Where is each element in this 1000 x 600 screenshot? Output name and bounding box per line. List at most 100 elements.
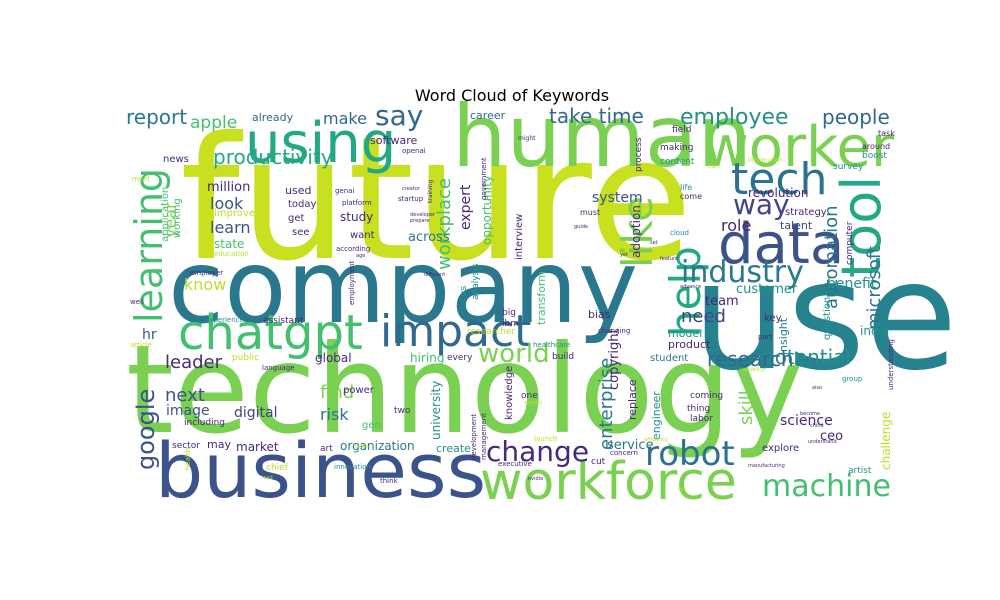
word-apple: apple — [190, 113, 237, 133]
word-computer: computer — [845, 221, 855, 265]
word-startup: startup — [398, 195, 424, 203]
word-train: train — [708, 164, 720, 170]
word-talent: talent — [780, 219, 813, 232]
word-workforce: workforce — [480, 452, 737, 512]
word-platform: platform — [342, 199, 372, 207]
word-assistant: assistant — [263, 316, 304, 326]
word-adoption: adoption — [629, 205, 643, 258]
word-challenge: challenge — [879, 412, 893, 470]
word-healthcare: healthcare — [533, 341, 570, 349]
word-product: product — [668, 338, 711, 351]
word-china: china — [810, 423, 824, 429]
word-power: power — [343, 385, 375, 396]
word-team: team — [705, 294, 739, 309]
word-one: one — [521, 391, 538, 401]
word-well: well — [130, 298, 144, 306]
word-every: every — [447, 353, 473, 363]
word-organization: organization — [340, 439, 415, 453]
word-hr: hr — [142, 327, 157, 343]
word-task: task — [878, 129, 895, 138]
word-art: art — [320, 444, 333, 454]
word-company: company — [168, 228, 638, 347]
word-copyright: copyright — [607, 328, 622, 390]
word-article: article — [130, 341, 152, 349]
word-group: group — [842, 375, 863, 383]
word-human: human — [452, 87, 752, 187]
word-digital: digital — [234, 405, 278, 421]
word-report: report — [126, 105, 187, 129]
word-expert: expert — [458, 184, 474, 230]
word-cloud: cloud — [670, 229, 689, 237]
word-chatgpt: chatgpt — [178, 305, 363, 361]
word-machine: machine — [762, 469, 891, 504]
word-today: today — [288, 199, 317, 210]
word-understand: understand — [808, 439, 837, 445]
word-yet: yet — [620, 252, 628, 258]
word-key: key — [764, 313, 782, 324]
word-help: help — [661, 246, 710, 337]
word-improve: improve — [214, 208, 255, 219]
word-worker: worker — [703, 115, 895, 180]
word-labor: labor — [690, 414, 713, 424]
word-woman: woman — [524, 400, 542, 406]
word-employment: employment — [348, 260, 356, 305]
word-million: million — [207, 180, 250, 195]
word-including: including — [184, 418, 225, 428]
word-knowledge: knowledge — [504, 366, 515, 420]
word-microsoft: microsoft — [864, 246, 885, 330]
word-guide: guide — [574, 224, 588, 230]
word-training: training — [427, 180, 434, 203]
word-study: study — [340, 210, 373, 224]
word-system: system — [592, 190, 643, 206]
word-strategy: strategy — [785, 207, 827, 218]
word-enterprise: enterprise — [596, 358, 617, 450]
word-three: three — [355, 444, 368, 450]
word-build: build — [552, 352, 574, 362]
word-content: content — [660, 157, 695, 167]
word-openai: openai — [402, 147, 426, 155]
word-make: make — [323, 109, 367, 128]
word-experience: experience — [205, 316, 244, 324]
word-may: may — [207, 438, 231, 451]
word-information: information — [748, 157, 783, 164]
word-used: used — [285, 184, 311, 197]
word-insight: insight — [777, 317, 790, 355]
word-engineer: engineer — [650, 391, 663, 440]
word-come: come — [680, 192, 702, 201]
word-chief: chief — [266, 463, 289, 473]
word-need: need — [681, 306, 726, 327]
word-take-time: take time — [549, 104, 644, 128]
word-transform: transform — [535, 271, 548, 325]
word-meet: meet — [132, 175, 150, 183]
word-old: old — [678, 487, 686, 493]
word-tech: tech — [731, 154, 827, 205]
word-look: look — [210, 194, 244, 213]
word-survey: survey — [833, 162, 864, 172]
word-benefit: benefit — [827, 276, 877, 292]
word-thing: thing — [687, 404, 710, 414]
word-efficiency: efficiency — [644, 437, 668, 443]
word-robot: robot — [645, 434, 735, 474]
word-technology: technology — [126, 319, 803, 461]
word-life: life — [680, 183, 692, 192]
word-student: student — [650, 353, 688, 364]
word-ibm: ibm — [502, 319, 519, 329]
word-management: management — [480, 413, 488, 460]
word-lead: lead — [262, 475, 273, 481]
word-google: google — [132, 389, 160, 470]
word-change: change — [486, 435, 589, 468]
word-age: age — [356, 253, 365, 259]
word-leader: leader — [165, 352, 223, 373]
word-data: data — [718, 212, 844, 277]
word-service: service — [607, 438, 654, 453]
word-executive: executive — [498, 460, 532, 468]
word-think: think — [380, 477, 399, 485]
word-employer: employer — [190, 269, 223, 277]
word-want: want — [350, 230, 375, 241]
word-get: get — [288, 213, 305, 224]
word-education: education — [214, 250, 249, 258]
word-nvidia: nvidia — [528, 476, 543, 482]
